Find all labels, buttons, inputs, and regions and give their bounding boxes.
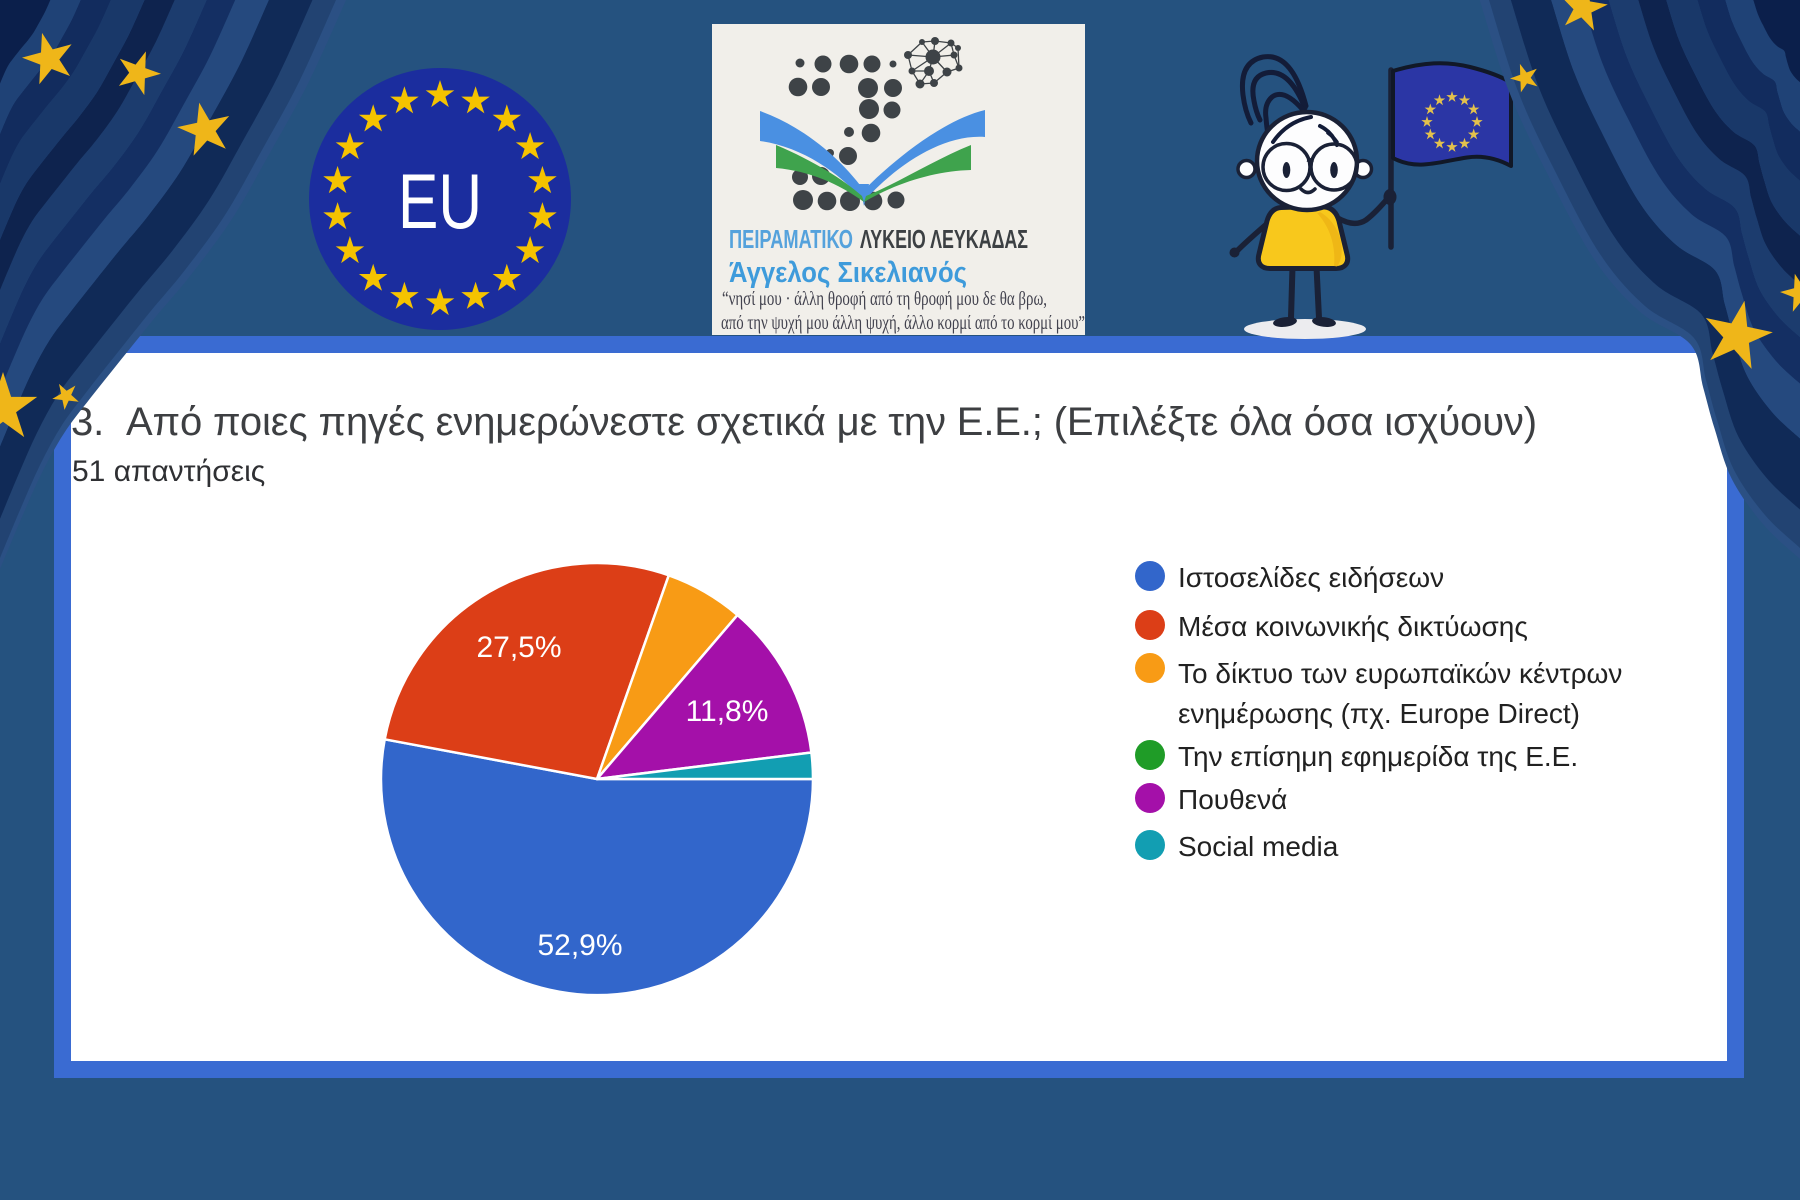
- svg-text:52,9%: 52,9%: [537, 929, 622, 962]
- svg-text:ΠΕΙΡΑΜΑΤΙΚΟ: ΠΕΙΡΑΜΑΤΙΚΟ: [729, 224, 853, 254]
- svg-text:“νησί μου · άλλη θροφή από τη: “νησί μου · άλλη θροφή από τη θροφή μου …: [722, 288, 1047, 310]
- svg-text:27,5%: 27,5%: [476, 631, 561, 664]
- svg-text:ΛΥΚΕΙΟ ΛΕΥΚΑΔΑΣ: ΛΥΚΕΙΟ ΛΕΥΚΑΔΑΣ: [860, 224, 1028, 254]
- svg-text:11,8%: 11,8%: [686, 695, 769, 728]
- svg-text:EU: EU: [398, 157, 482, 245]
- svg-text:Άγγελος Σικελιανός: Άγγελος Σικελιανός: [729, 257, 967, 289]
- svg-text:από την ψυχή μου άλλη ψυχή, άλ: από την ψυχή μου άλλη ψυχή, άλλο κορμί α…: [721, 312, 1085, 334]
